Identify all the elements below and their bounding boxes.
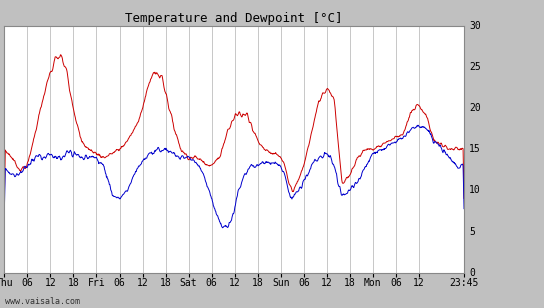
Text: 15: 15 [469,144,481,154]
Text: 0: 0 [469,268,475,278]
Text: 20: 20 [469,103,481,113]
Text: 10: 10 [469,185,481,196]
Text: 5: 5 [469,226,475,237]
Title: Temperature and Dewpoint [°C]: Temperature and Dewpoint [°C] [126,12,343,25]
Text: 30: 30 [469,21,481,31]
Text: 25: 25 [469,62,481,72]
Text: www.vaisala.com: www.vaisala.com [5,298,81,306]
